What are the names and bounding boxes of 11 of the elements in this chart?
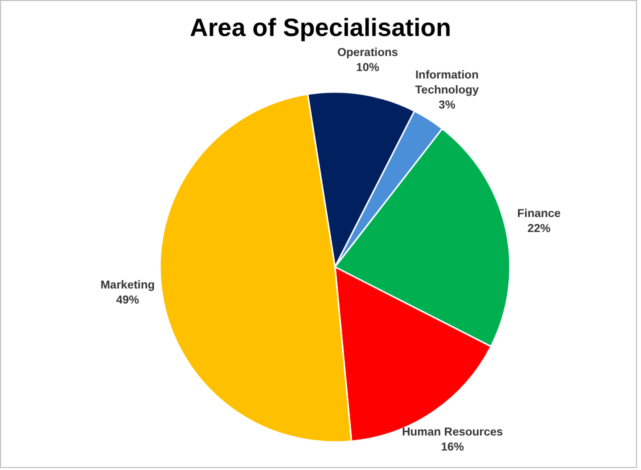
data-label: 3% xyxy=(438,100,456,112)
slice-label: Marketing xyxy=(100,280,155,292)
slice-label: Finance xyxy=(517,208,561,220)
data-label: 16% xyxy=(440,441,464,454)
chart-title: Area of Specialisation xyxy=(188,14,452,43)
slice-label: Information Technology xyxy=(415,70,480,97)
data-label: 10% xyxy=(356,62,380,74)
slice-label: Human Resources xyxy=(402,426,503,438)
data-label: 22% xyxy=(527,222,550,235)
slice-label: Operations xyxy=(337,47,398,60)
data-label: 49% xyxy=(116,294,140,307)
